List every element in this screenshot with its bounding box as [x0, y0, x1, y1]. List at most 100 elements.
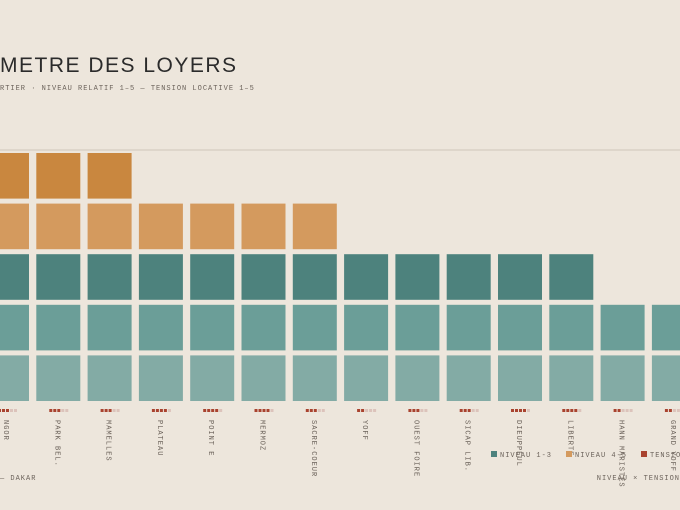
subtitle: RTIER · NIVEAU RELATIF 1–5 — TENSION LOC… — [0, 85, 255, 93]
tension-dot — [159, 409, 163, 412]
tension-dot — [361, 409, 365, 412]
tension-dot — [613, 409, 617, 412]
tension-dot — [471, 409, 475, 412]
unit-square — [600, 304, 645, 351]
tension-dot — [420, 409, 424, 412]
unit-square — [0, 304, 29, 351]
tension-dot — [215, 409, 219, 412]
x-tick-label: MAMELLES — [104, 420, 112, 462]
unit-square — [395, 254, 440, 300]
unit-square — [0, 153, 29, 199]
unit-square — [292, 254, 337, 300]
unit-square — [36, 254, 81, 300]
x-tick-label: MERMOZ — [258, 420, 266, 451]
x-tick-label: NGOR — [1, 420, 9, 441]
tension-dot — [566, 409, 570, 412]
unit-square — [87, 304, 132, 351]
tension-dot — [0, 409, 1, 412]
tension-dot — [104, 409, 108, 412]
x-tick-label: SACRE-COEUR — [309, 420, 317, 477]
tension-dot — [424, 409, 428, 412]
unit-square — [138, 254, 183, 300]
tension-dot — [676, 409, 680, 412]
tension-dot — [266, 409, 270, 412]
unit-square — [87, 153, 132, 199]
legend-label: NIVEAU 4-5 — [575, 452, 627, 460]
x-tick-label: HANN MARISTES — [617, 420, 625, 488]
unit-square — [498, 355, 542, 401]
unit-square — [344, 304, 389, 351]
unit-square — [651, 355, 680, 401]
tension-dot — [262, 409, 266, 412]
legend-label: TENSION — [650, 452, 680, 460]
legend-label: NIVEAU 1-3 — [500, 452, 552, 460]
tension-dot — [207, 409, 211, 412]
x-tick-label: LIBERTE — [565, 420, 573, 456]
x-tick-label: YOFF — [360, 420, 368, 441]
unit-square — [36, 304, 81, 351]
tension-dot — [668, 409, 672, 412]
tension-dot — [369, 409, 373, 412]
tension-dot — [167, 409, 171, 412]
tension-dot — [309, 409, 313, 412]
tension-dot — [317, 409, 321, 412]
tension-dot — [151, 409, 155, 412]
tension-dot — [511, 409, 514, 412]
tension-dot — [116, 409, 120, 412]
tension-dot — [519, 409, 522, 412]
x-tick-label: PARK BEL. — [52, 420, 60, 467]
tension-dot — [163, 409, 167, 412]
tension-dot — [2, 409, 5, 412]
tension-dot — [617, 409, 621, 412]
unit-square — [241, 304, 286, 351]
tension-dot — [463, 409, 467, 412]
tension-dot — [211, 409, 215, 412]
tension-dot — [219, 409, 223, 412]
unit-square — [87, 254, 132, 300]
unit-square — [344, 254, 389, 300]
tension-dot — [574, 409, 578, 412]
tension-dot — [112, 409, 116, 412]
unit-square — [0, 254, 29, 300]
tension-dot — [14, 409, 17, 412]
tension-dot — [155, 409, 159, 412]
unit-square — [446, 355, 491, 401]
tension-dot — [570, 409, 574, 412]
unit-square — [651, 304, 680, 351]
unit-square — [36, 203, 81, 250]
unit-square — [190, 203, 235, 250]
tension-dot — [412, 409, 416, 412]
tension-dot — [57, 409, 61, 412]
legend-swatch — [641, 451, 647, 457]
unit-square — [549, 254, 594, 300]
tension-dot — [254, 409, 258, 412]
unit-square — [190, 355, 235, 401]
unit-square — [36, 153, 81, 199]
unit-square — [138, 304, 183, 351]
unit-square — [292, 304, 337, 351]
legend-swatch — [491, 451, 497, 457]
unit-square — [498, 304, 542, 351]
tension-dot — [49, 409, 53, 412]
unit-square — [446, 254, 491, 300]
unit-square — [549, 355, 594, 401]
chart-title: METRE DES LOYERS — [0, 54, 238, 77]
tension-dot — [672, 409, 676, 412]
tension-dot — [10, 409, 13, 412]
unit-square — [549, 304, 594, 351]
tension-dot — [625, 409, 629, 412]
footer-left: — DAKAR — [0, 475, 36, 483]
legend-swatch — [566, 451, 572, 457]
tension-dot — [373, 409, 377, 412]
tension-dot — [629, 409, 633, 412]
x-tick-label: SICAP LIB. — [463, 420, 471, 472]
tension-dot — [203, 409, 207, 412]
tension-dot — [467, 409, 471, 412]
tension-dot — [578, 409, 582, 412]
tension-dot — [515, 409, 518, 412]
unit-square — [292, 355, 337, 401]
unit-square — [498, 254, 542, 300]
unit-square — [87, 355, 132, 401]
tension-dot — [523, 409, 526, 412]
